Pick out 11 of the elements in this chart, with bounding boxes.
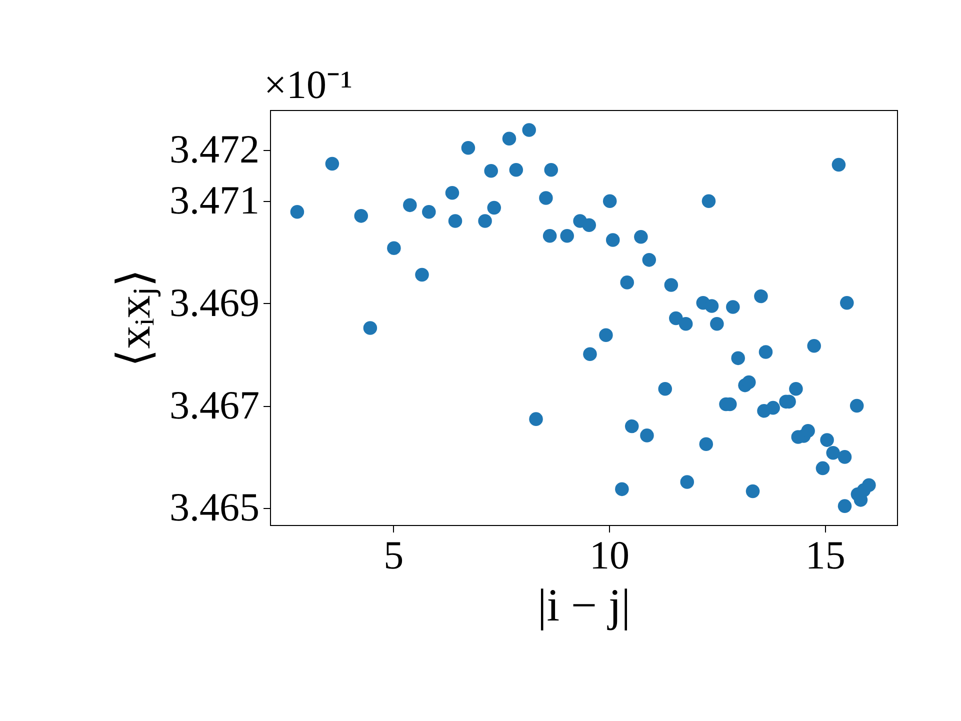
y-tick-label: 3.465 <box>170 484 260 530</box>
x-tick-label: 10 <box>589 532 630 578</box>
y-tick-label: 3.471 <box>170 178 260 223</box>
x-tick-label: 15 <box>805 532 846 578</box>
x-tick-label: 5 <box>384 532 404 578</box>
y-tick-label: 3.472 <box>170 126 260 172</box>
x-axis-title: |i − j| <box>538 580 630 630</box>
text: ×10⁻¹ <box>264 62 353 107</box>
y-tick-label: 3.469 <box>170 280 260 325</box>
y-axis-title: ⟨xᵢxⱼ⟩ <box>108 269 162 367</box>
y-tick-label: 3.467 <box>170 382 260 428</box>
